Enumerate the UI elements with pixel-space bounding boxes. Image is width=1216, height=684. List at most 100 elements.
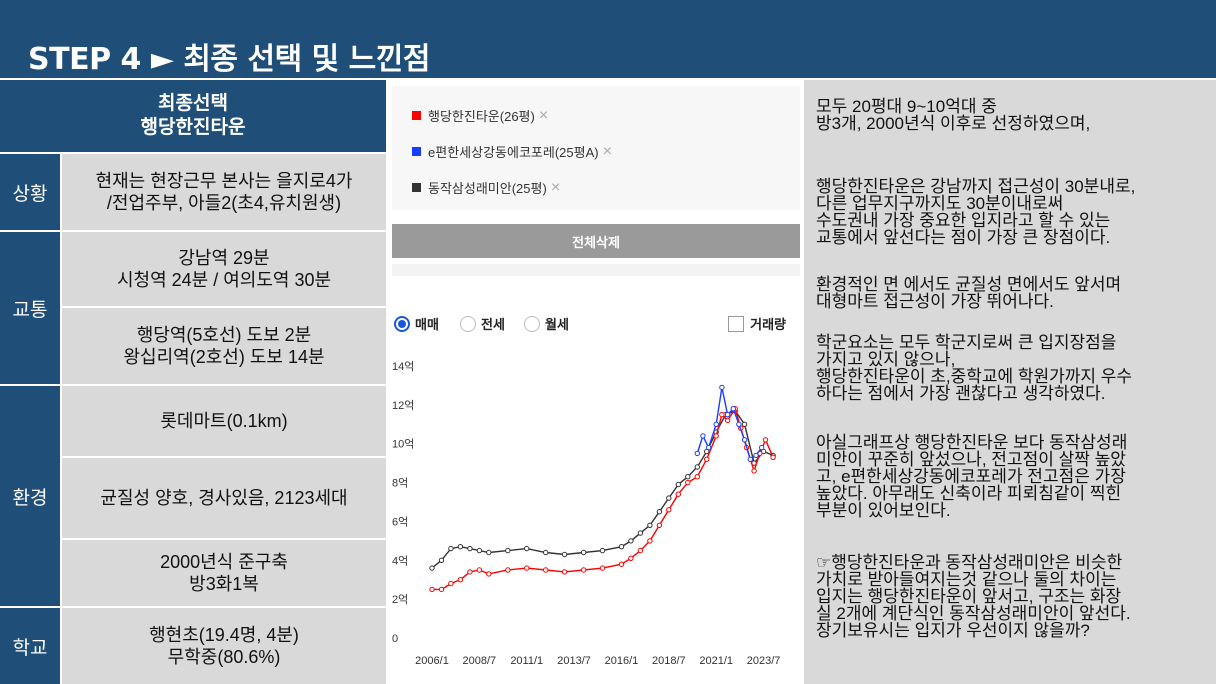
x-tick-label: 2023/7 bbox=[747, 655, 781, 667]
cell-line: 강남역 29분 bbox=[178, 248, 270, 268]
data-point bbox=[438, 586, 445, 593]
selected-complex-list: 행당한진타운(26평) × e편한세상강동에코포레(25평A) × 동작삼성래미… bbox=[392, 86, 800, 210]
x-tick-label: 2006/1 bbox=[415, 655, 449, 667]
x-tick-label: 2011/1 bbox=[510, 655, 543, 667]
close-icon[interactable]: × bbox=[538, 106, 549, 124]
data-point bbox=[656, 509, 663, 515]
close-icon[interactable]: × bbox=[602, 142, 612, 160]
data-point bbox=[599, 565, 606, 571]
page-title: STEP 4 ► 최종 선택 및 느낀점 bbox=[28, 42, 430, 77]
paragraph-line: ☞행당한진타운과 동작삼성래미안은 비슷한 bbox=[816, 553, 1123, 572]
radio-monthly[interactable]: 월세 bbox=[524, 314, 569, 333]
paragraph-line: 장기보유시는 입지가 우선이지 않을까? bbox=[816, 621, 1090, 640]
conclusion-paragraph: 환경적인 면 에서도 균질성 면에서도 앞서며 대형마트 접근성이 가장 뛰어나다… bbox=[816, 276, 1212, 310]
data-point bbox=[719, 411, 725, 418]
data-point bbox=[457, 544, 464, 550]
data-point bbox=[467, 545, 473, 552]
data-point bbox=[580, 567, 587, 573]
cell-line: 2000년식 준구축 bbox=[160, 552, 288, 572]
volume-checkbox[interactable]: 거래량 bbox=[728, 314, 786, 333]
paragraph-line: 가치로 받아들여지는것 같으나 둘의 차이는 bbox=[816, 570, 1117, 589]
data-point bbox=[647, 538, 653, 544]
legend-label: 동작삼성래미안(25평) bbox=[428, 181, 547, 196]
data-point bbox=[753, 452, 759, 459]
cell-line: 시청역 24분 / 여의도역 30분 bbox=[116, 270, 332, 290]
final-choice-label: 최종선택 bbox=[158, 93, 228, 114]
legend-label: e편한세상강동에코포레(25평A) bbox=[428, 145, 599, 160]
delete-all-button[interactable]: 전체삭제 bbox=[392, 224, 800, 258]
y-tick-label: 4억 bbox=[392, 554, 408, 567]
school-cell: 행현초(19.4명, 4분) 무학중(80.6%) bbox=[62, 608, 386, 684]
data-point bbox=[438, 557, 445, 564]
data-point bbox=[429, 565, 435, 571]
red-square-icon bbox=[412, 111, 421, 120]
cell-line: 균질성 양호, 경사있음, 2123세대 bbox=[100, 488, 348, 508]
data-point bbox=[741, 437, 748, 443]
data-point bbox=[457, 577, 464, 583]
data-point bbox=[666, 507, 672, 513]
data-point bbox=[429, 586, 435, 593]
environment-mart-cell: 롯데마트(0.1km) bbox=[62, 386, 386, 456]
radio-label: 전세 bbox=[481, 317, 505, 332]
paragraph-line: 입지는 행당한진타운이 앞서고, 구조는 화장 bbox=[816, 587, 1122, 606]
data-point bbox=[505, 547, 511, 554]
cell-line: 무학중(80.6%) bbox=[167, 647, 281, 667]
data-point bbox=[705, 444, 712, 451]
trade-type-selector: 매매 전세 월세 거래량 bbox=[392, 312, 800, 336]
summary-table: 최종선택 행당한진타운 상황 현재는 현장근무 본사는 을지로4가 /전업주부,… bbox=[0, 80, 386, 684]
y-tick-label: 12억 bbox=[392, 399, 414, 412]
paragraph-line: 수도권내 가장 중요한 입지라고 할 수 있는 bbox=[816, 211, 1111, 230]
data-point bbox=[694, 464, 700, 470]
paragraph-line: 환경적인 면 에서도 균질성 면에서도 앞서며 bbox=[816, 275, 1122, 294]
transport-station-cell: 행당역(5호선) 도보 2분 왕십리역(2호선) 도보 14분 bbox=[62, 308, 386, 384]
data-point bbox=[561, 569, 568, 575]
data-point bbox=[675, 481, 681, 488]
data-point bbox=[685, 474, 691, 480]
cell-line: 왕십리역(2호선) 도보 14분 bbox=[123, 347, 325, 367]
data-point bbox=[628, 555, 634, 562]
data-point bbox=[770, 454, 776, 461]
data-point bbox=[599, 547, 606, 554]
data-point bbox=[524, 545, 530, 552]
data-point bbox=[618, 544, 625, 550]
conclusion-paragraph: 아실그래프상 행당한진타운 보다 동작삼성래 미안이 꾸준히 앞섰으나, 전고점이… bbox=[816, 434, 1212, 519]
legend-item-raemian: 동작삼성래미안(25평) × bbox=[412, 178, 560, 197]
x-tick-label: 2018/7 bbox=[652, 655, 686, 667]
legend-label: 행당한진타운(26평) bbox=[428, 109, 535, 124]
data-point bbox=[647, 522, 653, 529]
data-point bbox=[543, 549, 549, 556]
checkbox-icon bbox=[728, 315, 745, 332]
y-tick-label: 6억 bbox=[392, 515, 408, 528]
volume-label: 거래량 bbox=[750, 317, 786, 332]
data-point bbox=[685, 479, 691, 486]
data-point bbox=[730, 406, 736, 412]
price-chart-panel: 행당한진타운(26평) × e편한세상강동에코포레(25평A) × 동작삼성래미… bbox=[388, 80, 802, 684]
data-point bbox=[666, 495, 672, 501]
data-point bbox=[751, 468, 757, 474]
transport-time-cell: 강남역 29분 시청역 24분 / 여의도역 30분 bbox=[62, 232, 386, 306]
cell-line: 행당역(5호선) 도보 2분 bbox=[136, 325, 312, 345]
close-icon[interactable]: × bbox=[550, 178, 561, 196]
paragraph-line: 행당한진타운은 강남까지 접근성이 30분내로, bbox=[816, 177, 1136, 196]
environment-complex-cell: 균질성 양호, 경사있음, 2123세대 bbox=[62, 458, 386, 538]
cell-line: 현재는 현장근무 본사는 을지로4가 bbox=[95, 171, 353, 191]
paragraph-line: 부분이 있어보인다. bbox=[816, 501, 951, 520]
data-point bbox=[724, 417, 731, 424]
radio-selected-icon bbox=[394, 315, 410, 332]
conclusion-paragraph: 학군요소는 모두 학군지로써 큰 입지장점을 가지고 있지 않으나, 행당한진타운이… bbox=[816, 334, 1212, 402]
y-tick-label: 14억 bbox=[392, 360, 414, 373]
series-line bbox=[431, 409, 774, 569]
data-point bbox=[543, 567, 549, 573]
data-point bbox=[762, 437, 769, 443]
data-point bbox=[713, 433, 719, 439]
conclusion-paragraph: 모두 20평대 9~10억대 중 방3개, 2000년식 이후로 선정하였으며, bbox=[816, 98, 1212, 132]
category-situation: 상황 bbox=[0, 154, 60, 230]
cell-line: 행현초(19.4명, 4분) bbox=[149, 625, 299, 645]
cell-line: 롯데마트(0.1km) bbox=[160, 411, 288, 431]
radio-jeonse[interactable]: 전세 bbox=[460, 314, 505, 333]
y-tick-label: 2억 bbox=[392, 593, 408, 606]
paragraph-line: 행당한진타운이 초,중학교에 학원가까지 우수 bbox=[816, 367, 1133, 386]
data-point bbox=[719, 384, 725, 391]
radio-sale[interactable]: 매매 bbox=[394, 314, 439, 333]
data-point bbox=[694, 450, 700, 457]
